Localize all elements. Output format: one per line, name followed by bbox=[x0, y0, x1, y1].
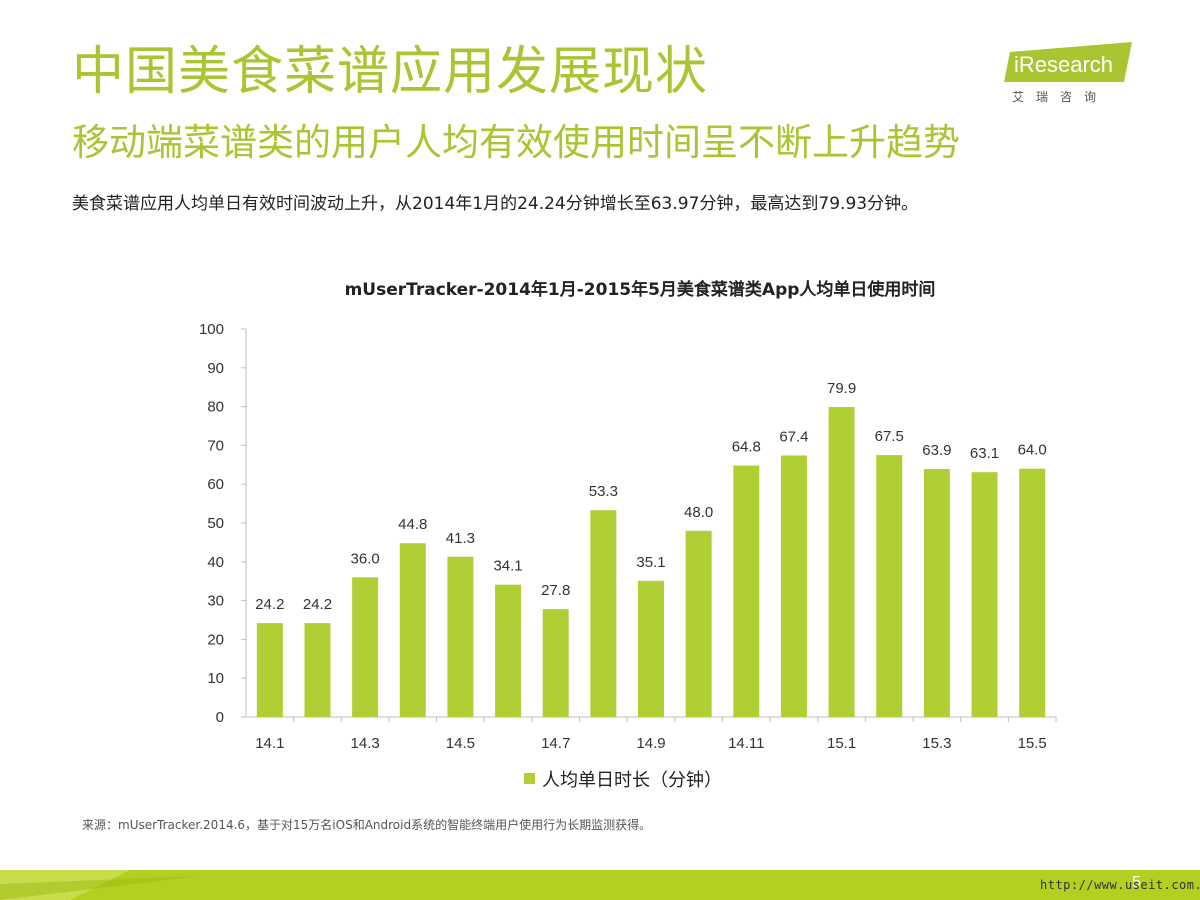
x-tick-label: 14.5 bbox=[446, 735, 475, 752]
bar bbox=[780, 455, 807, 717]
y-tick-label: 0 bbox=[216, 709, 224, 726]
x-tick-label: 15.3 bbox=[922, 735, 951, 752]
legend-label: 人均单日时长（分钟） bbox=[542, 770, 722, 791]
bar bbox=[590, 510, 617, 717]
logo-subname: 艾瑞咨询 bbox=[1012, 90, 1109, 104]
source-note: 来源：mUserTracker.2014.6，基于对15万名iOS和Androi… bbox=[82, 818, 652, 832]
bar bbox=[304, 623, 331, 717]
x-tick-label: 14.11 bbox=[728, 735, 764, 752]
x-tick-label: 15.5 bbox=[1018, 735, 1047, 752]
bar bbox=[638, 580, 664, 717]
summary-text: 美食菜谱应用人均单日有效时间波动上升，从2014年1月的24.24分钟增长至63… bbox=[72, 194, 919, 214]
bar bbox=[876, 455, 903, 717]
logo-badge bbox=[1004, 42, 1132, 82]
logo-name: iResearch bbox=[1014, 52, 1114, 77]
x-tick-label: 14.3 bbox=[351, 735, 380, 752]
x-tick-label: 15.1 bbox=[827, 735, 856, 752]
value-label: 27.8 bbox=[541, 582, 570, 599]
bar bbox=[685, 530, 712, 717]
chart-title: mUserTracker-2014年1月-2015年5月美食菜谱类App人均单日… bbox=[345, 279, 936, 300]
y-tick-label: 100 bbox=[199, 321, 224, 338]
value-label: 44.8 bbox=[398, 516, 427, 533]
y-tick-label: 90 bbox=[207, 360, 224, 377]
watermark-url: http://www.useit.com.cn bbox=[1040, 878, 1200, 892]
bar-chart: mUserTracker-2014年1月-2015年5月美食菜谱类App人均单日… bbox=[199, 279, 1057, 791]
y-tick-label: 50 bbox=[207, 515, 224, 532]
y-tick-label: 40 bbox=[207, 554, 224, 571]
value-label: 36.0 bbox=[351, 550, 380, 567]
x-tick-label: 14.1 bbox=[255, 735, 284, 752]
bar bbox=[733, 465, 760, 717]
page-title: 中国美食菜谱应用发展现状 bbox=[72, 42, 709, 102]
value-label: 34.1 bbox=[493, 558, 522, 575]
y-tick-label: 80 bbox=[207, 399, 224, 416]
y-tick-label: 20 bbox=[207, 631, 224, 648]
value-label: 64.8 bbox=[732, 439, 761, 456]
legend-swatch bbox=[524, 773, 535, 784]
bar bbox=[495, 584, 522, 717]
bar bbox=[447, 556, 474, 717]
bar bbox=[542, 609, 569, 717]
value-label: 24.2 bbox=[303, 596, 332, 613]
bar bbox=[256, 623, 283, 717]
y-tick-label: 30 bbox=[207, 593, 224, 610]
x-tick-label: 14.7 bbox=[541, 735, 570, 752]
y-tick-label: 70 bbox=[207, 437, 224, 454]
value-label: 24.2 bbox=[255, 596, 284, 613]
x-tick-label: 14.9 bbox=[636, 735, 665, 752]
value-label: 67.4 bbox=[779, 428, 808, 445]
bar bbox=[399, 543, 426, 717]
value-label: 48.0 bbox=[684, 504, 713, 521]
y-tick-label: 60 bbox=[207, 476, 224, 493]
value-label: 67.5 bbox=[875, 428, 904, 445]
value-label: 64.0 bbox=[1018, 442, 1047, 459]
bar bbox=[352, 577, 379, 717]
footer-band bbox=[0, 870, 1200, 900]
value-label: 63.1 bbox=[970, 445, 999, 462]
value-label: 79.9 bbox=[827, 380, 856, 397]
iresearch-logo: iResearch 艾瑞咨询 bbox=[1004, 42, 1136, 106]
value-label: 63.9 bbox=[922, 442, 951, 459]
bar bbox=[923, 469, 950, 717]
value-label: 35.1 bbox=[636, 554, 665, 571]
bar bbox=[971, 472, 998, 717]
bar bbox=[828, 406, 855, 717]
page-number: 5 bbox=[1132, 874, 1141, 891]
value-label: 53.3 bbox=[589, 483, 618, 500]
page-subtitle: 移动端菜谱类的用户人均有效使用时间呈不断上升趋势 bbox=[72, 121, 960, 164]
y-tick-label: 10 bbox=[207, 670, 224, 687]
bar bbox=[1019, 468, 1046, 717]
value-label: 41.3 bbox=[446, 530, 475, 547]
